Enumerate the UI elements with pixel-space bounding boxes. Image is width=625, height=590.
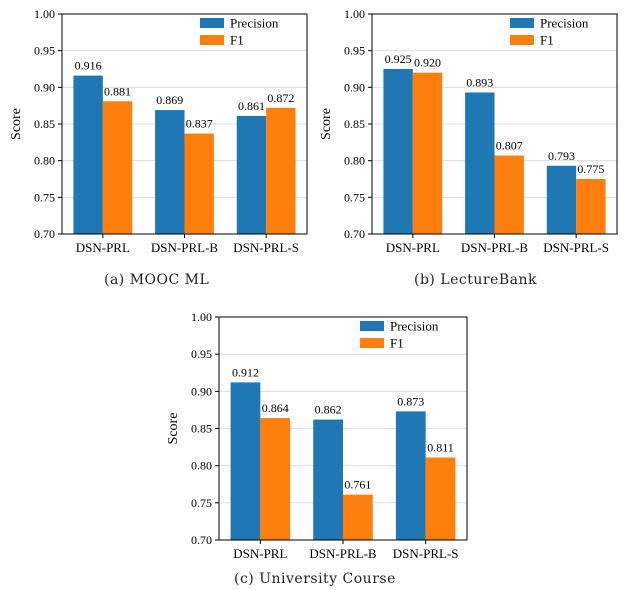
f1-value-label: 0.837 <box>186 117 213 131</box>
f1-value-label: 0.775 <box>577 162 604 176</box>
y-tick-label: 0.95 <box>191 347 212 361</box>
precision-bar <box>395 411 426 540</box>
precision-legend-swatch <box>510 18 534 28</box>
y-tick-label: 1.00 <box>191 310 212 324</box>
plot-frame <box>371 13 618 235</box>
precision-bar <box>155 110 185 234</box>
f1-bar <box>260 418 291 540</box>
precision-value-label: 0.916 <box>75 59 102 73</box>
precision-legend-label: Precision <box>540 16 589 31</box>
f1-legend-swatch <box>200 35 224 45</box>
y-tick-label: 0.75 <box>191 496 212 510</box>
precision-legend-swatch <box>360 321 384 331</box>
x-tick-label: DSN-PRL-B <box>151 240 219 255</box>
x-tick-label: DSN-PRL-S <box>393 546 459 561</box>
x-tick-label: DSN-PRL-S <box>543 240 609 255</box>
precision-bar <box>383 69 413 234</box>
f1-value-label: 0.872 <box>267 91 294 105</box>
precision-legend-label: Precision <box>230 16 279 31</box>
precision-value-label: 0.869 <box>156 93 183 107</box>
x-tick-label: DSN-PRL <box>76 240 130 255</box>
x-tick-label: DSN-PRL <box>386 240 440 255</box>
f1-legend-label: F1 <box>540 33 554 48</box>
precision-value-label: 0.925 <box>385 52 412 66</box>
y-tick-label: 0.95 <box>344 44 365 58</box>
precision-bar <box>465 92 495 234</box>
precision-bar <box>230 382 261 540</box>
y-tick-label: 0.85 <box>344 117 365 131</box>
y-tick-label: 0.90 <box>34 80 55 94</box>
f1-bar <box>266 107 296 234</box>
y-tick-label: 0.95 <box>34 44 55 58</box>
chart-panel-a: 0.70 0.75 0.80 0.85 0.90 0.95 1.00 Score 0.916 0.… <box>0 0 312 262</box>
caption-b: (b) LectureBank <box>414 272 538 288</box>
caption-a: (a) MOOC ML <box>104 272 210 288</box>
y-tick-label: 1.00 <box>344 7 365 21</box>
y-tick-label: 0.90 <box>191 384 212 398</box>
y-tick-label: 0.70 <box>191 533 212 547</box>
f1-bar <box>184 133 214 234</box>
plot-frame <box>218 316 468 541</box>
precision-legend-label: Precision <box>390 319 439 334</box>
f1-value-label: 0.807 <box>496 139 523 153</box>
precision-bar <box>236 115 267 234</box>
x-tick-label: DSN-PRL-S <box>233 240 299 255</box>
y-axis-label: Score <box>166 413 181 445</box>
f1-value-label: 0.881 <box>104 84 131 98</box>
precision-value-label: 0.912 <box>232 365 259 379</box>
f1-value-label: 0.864 <box>262 401 289 415</box>
chart-panel-b: 0.70 0.75 0.80 0.85 0.90 0.95 1.00 Score 0.925 0.… <box>310 0 622 262</box>
precision-value-label: 0.893 <box>466 75 493 89</box>
f1-legend-label: F1 <box>230 33 244 48</box>
y-tick-label: 0.80 <box>191 459 212 473</box>
f1-legend-swatch <box>360 338 384 348</box>
f1-bar <box>494 155 524 234</box>
precision-value-label: 0.861 <box>238 99 265 113</box>
x-tick-label: DSN-PRL-B <box>461 240 529 255</box>
f1-bar <box>412 72 443 235</box>
y-tick-label: 0.85 <box>191 422 212 436</box>
f1-value-label: 0.920 <box>414 56 441 70</box>
y-tick-label: 0.75 <box>344 190 365 204</box>
precision-value-label: 0.873 <box>397 394 424 408</box>
precision-bar <box>313 419 343 540</box>
y-tick-label: 0.85 <box>34 117 55 131</box>
precision-value-label: 0.862 <box>315 403 342 417</box>
plot-frame <box>61 13 308 235</box>
f1-bar <box>102 101 133 235</box>
f1-bar <box>343 494 373 540</box>
f1-value-label: 0.811 <box>427 440 454 454</box>
f1-bar <box>425 457 456 540</box>
f1-legend-swatch <box>510 35 534 45</box>
caption-c: (c) University Course <box>234 571 396 587</box>
y-tick-label: 0.80 <box>34 154 55 168</box>
f1-bar <box>576 179 606 234</box>
precision-bar <box>546 165 577 234</box>
precision-value-label: 0.793 <box>548 149 575 163</box>
y-axis-label: Score <box>319 108 334 140</box>
y-tick-label: 0.75 <box>34 190 55 204</box>
y-tick-label: 0.80 <box>344 154 365 168</box>
f1-value-label: 0.761 <box>344 478 371 492</box>
precision-bar <box>73 75 103 234</box>
chart-panel-c: 0.70 0.75 0.80 0.85 0.90 0.95 1.00 Score 0.912 0.… <box>157 305 472 567</box>
x-tick-label: DSN-PRL-B <box>309 546 377 561</box>
x-tick-label: DSN-PRL <box>233 546 287 561</box>
y-tick-label: 0.70 <box>344 227 365 241</box>
y-tick-label: 1.00 <box>34 7 55 21</box>
y-axis-label: Score <box>9 108 24 140</box>
f1-legend-label: F1 <box>390 336 404 351</box>
precision-legend-swatch <box>200 18 224 28</box>
y-tick-label: 0.90 <box>344 80 365 94</box>
y-tick-label: 0.70 <box>34 227 55 241</box>
chart-university-course: 0.70 0.75 0.80 0.85 0.90 0.95 1.00 Score 0.912 0.… <box>166 310 468 561</box>
chart-mooc-ml: 0.700.750.800.850.900.951.00Score0.9160.… <box>9 7 308 255</box>
